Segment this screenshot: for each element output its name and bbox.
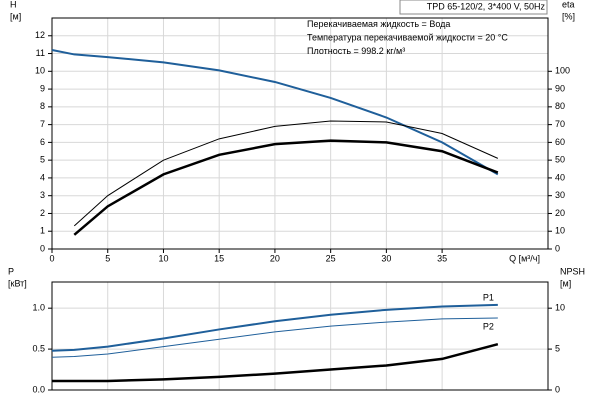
- y2-tick-label: 0: [555, 384, 560, 394]
- y-tick-label: 9: [40, 83, 45, 93]
- y-tick-label: 6: [40, 137, 45, 147]
- model-box: [399, 0, 548, 15]
- y2-axis-unit: [м]: [560, 278, 571, 288]
- y2-tick-label: 60: [555, 137, 565, 147]
- y2-tick-label: 40: [555, 172, 565, 182]
- x-tick-label: 0: [49, 253, 54, 263]
- annotation: Температура перекачиваемой жидкости = 20…: [307, 32, 508, 42]
- x-tick-label: 25: [326, 253, 336, 263]
- series-line: [51, 317, 498, 358]
- series-label: P1: [483, 292, 494, 302]
- series-line: [73, 139, 499, 236]
- series-line: [52, 342, 499, 383]
- y2-tick-label: 100: [555, 66, 570, 76]
- y2-tick-label: 30: [555, 190, 565, 200]
- y-tick-label: 0.0: [32, 384, 45, 394]
- y-tick-label: 7: [40, 119, 45, 129]
- y2-tick-label: 0: [555, 243, 560, 253]
- y2-tick-label: 80: [555, 101, 565, 111]
- y-axis-unit: [кВт]: [8, 278, 27, 288]
- y-tick-label: 0.5: [32, 343, 45, 353]
- series-line: [73, 120, 499, 227]
- y2-tick-label: 70: [555, 119, 565, 129]
- plot-frame: [51, 17, 549, 250]
- y-tick-label: 8: [40, 101, 45, 111]
- x-tick-label: 15: [214, 253, 224, 263]
- y-tick-label: 10: [35, 66, 45, 76]
- y2-tick-label: 10: [555, 303, 565, 313]
- y2-tick-label: 50: [555, 155, 565, 165]
- y-tick-label: 11: [36, 48, 45, 58]
- x-tick-label: 30: [381, 253, 391, 263]
- y-tick-label: 2: [40, 208, 45, 218]
- series-line: [51, 48, 499, 176]
- y2-tick-label: 90: [555, 83, 565, 93]
- annotation: Плотность = 998.2 кг/м³: [307, 46, 405, 56]
- y-tick-label: 0: [40, 243, 45, 253]
- x-tick-label: 20: [270, 253, 280, 263]
- y-axis-label: H: [10, 0, 17, 9]
- y2-tick-label: 20: [555, 208, 565, 218]
- y-axis-unit: [м]: [10, 11, 21, 21]
- y-axis-label: P: [8, 266, 14, 276]
- y2-tick-label: 10: [555, 226, 565, 236]
- y-tick-label: 12: [35, 30, 45, 40]
- y-tick-label: 4: [40, 172, 45, 182]
- model-label: TPD 65-120/2, 3*400 V, 50Hz: [427, 1, 546, 11]
- y2-axis-label: eta: [562, 0, 575, 9]
- y-tick-label: 1.0: [32, 303, 45, 313]
- annotation: Перекачиваемая жидкость = Вода: [307, 19, 450, 29]
- plot-frame: [51, 281, 549, 391]
- x-tick-label: 5: [105, 253, 110, 263]
- x-tick-label: 35: [437, 253, 447, 263]
- series-label: P2: [483, 321, 494, 331]
- y2-axis-unit: [%]: [562, 11, 575, 21]
- y-tick-label: 1: [40, 226, 45, 236]
- x-tick-label: 10: [158, 253, 168, 263]
- series-line: [51, 303, 498, 352]
- y2-tick-label: 5: [555, 343, 560, 353]
- y-tick-label: 5: [40, 155, 45, 165]
- x-axis-label: Q [м³/ч]: [509, 253, 540, 263]
- y-tick-label: 3: [40, 190, 45, 200]
- y2-axis-label: NPSH: [560, 266, 585, 276]
